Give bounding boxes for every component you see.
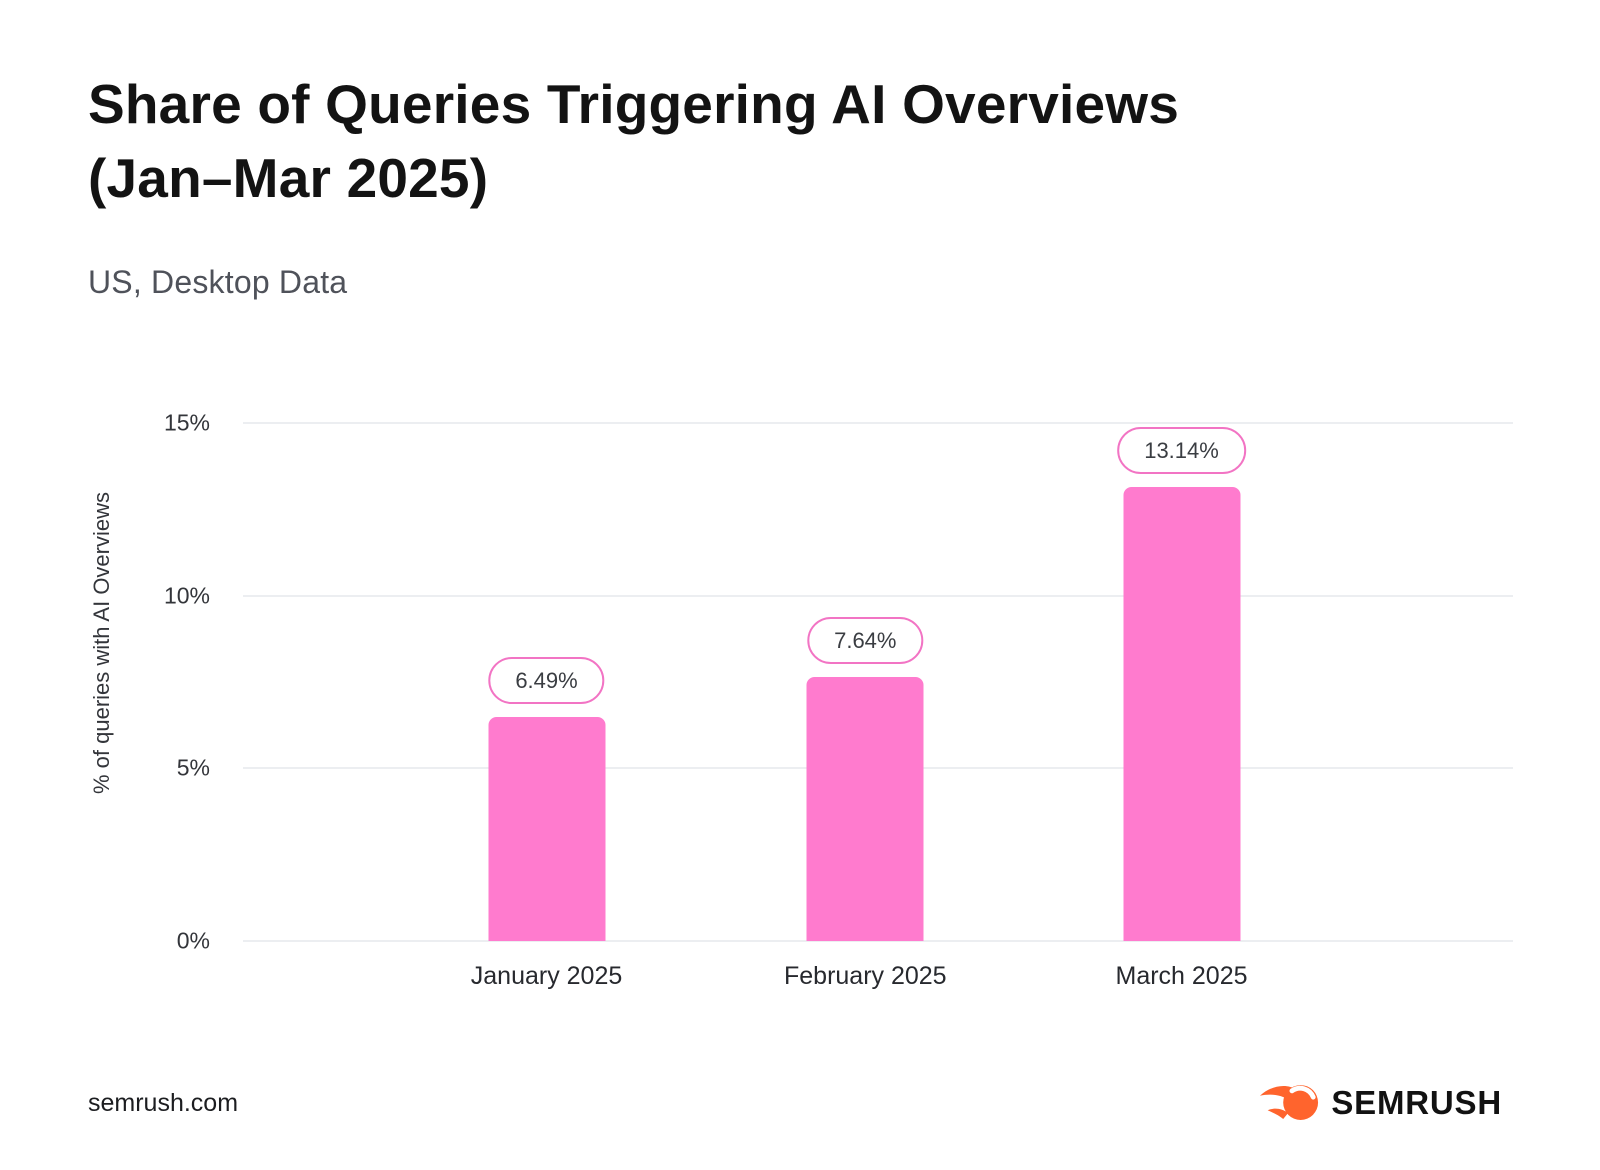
bar-value-label: 7.64% (807, 617, 924, 665)
semrush-logo-text: SEMRUSH (1331, 1083, 1502, 1121)
gridline-10% (243, 594, 1513, 597)
chart-subtitle: US, Desktop Data (88, 264, 348, 300)
semrush-flame-icon (1260, 1085, 1319, 1120)
y-tick-label: 15% (163, 409, 210, 436)
y-tick-label: 5% (176, 754, 210, 781)
y-axis-title: % of queries with AI Overviews (89, 491, 114, 795)
bar-column-march-2025: 13.14% (1117, 423, 1246, 941)
bar-january-2025: 6.49% (488, 656, 606, 941)
source-url: semrush.com (88, 1089, 239, 1117)
semrush-logo: SEMRUSH (1258, 1081, 1502, 1124)
gridline-15% (243, 422, 1513, 424)
bar-column-february-2025: 7.64% (806, 423, 924, 941)
bar-value-label: 6.49% (488, 656, 605, 704)
y-axis-tick-labels: 15% 10% 5% 0% (130, 410, 210, 954)
x-axis-tick-labels: January 2025 February 2025 March 2025 (243, 962, 1513, 996)
x-tick-label-january-2025: January 2025 (470, 962, 623, 990)
bar-value-label: 13.14% (1117, 427, 1246, 475)
x-tick-label-march-2025: March 2025 (1115, 962, 1248, 990)
chart-title: Share of Queries Triggering AI Overviews… (88, 73, 1180, 209)
bar-february-2025: 7.64% (806, 617, 924, 941)
y-tick-label: 0% (176, 927, 210, 954)
y-tick-label: 10% (163, 582, 210, 609)
gridline-0% (243, 940, 1513, 942)
bar-march-2025: 13.14% (1117, 427, 1246, 941)
x-tick-label-february-2025: February 2025 (783, 962, 947, 990)
plot-area: 6.49% 7.64% 13.14% (243, 422, 1513, 942)
bar-column-january-2025: 6.49% (488, 423, 606, 941)
